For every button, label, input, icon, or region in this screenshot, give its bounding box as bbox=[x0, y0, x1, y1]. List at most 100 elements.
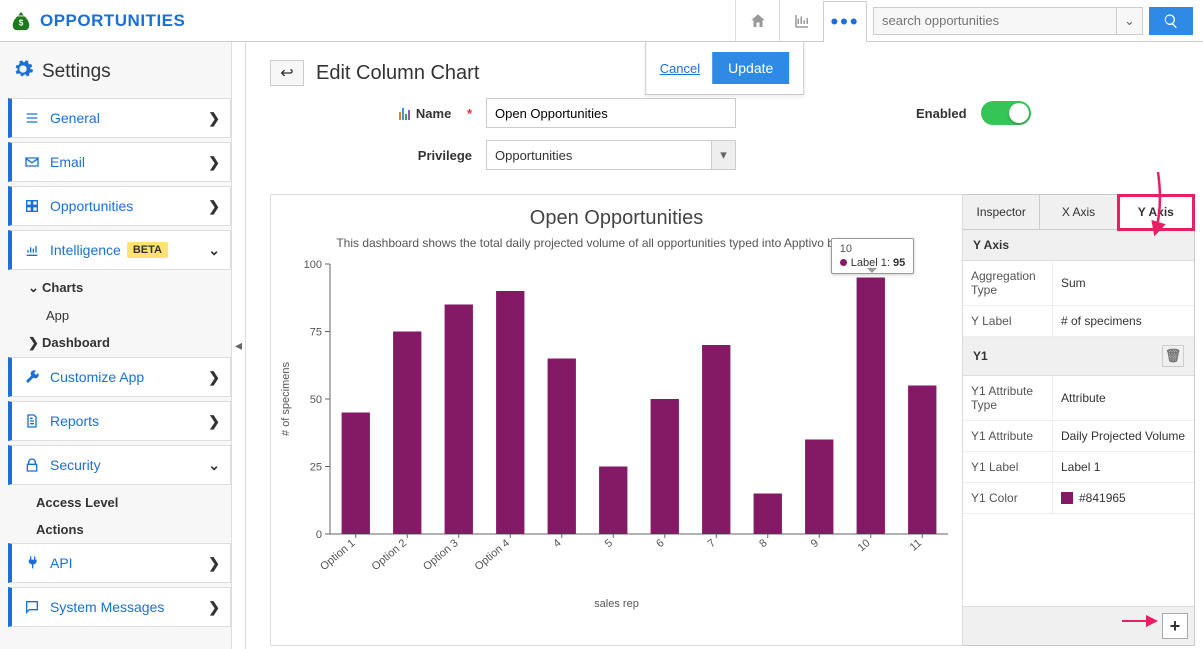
y1color-key: Y1 Color bbox=[963, 483, 1053, 513]
y1attr-key: Y1 Attribute bbox=[963, 421, 1053, 451]
y1attr-value[interactable]: Daily Projected Volume bbox=[1053, 421, 1194, 451]
form-area: Name * Enabled Privilege Opportunities ▾ bbox=[246, 98, 1203, 194]
svg-text:Option 3: Option 3 bbox=[421, 537, 461, 573]
topbar-right: ••• ⌄ bbox=[735, 0, 1193, 41]
sidebar-item-intelligence[interactable]: Intelligence BETA ⌄ bbox=[8, 230, 231, 270]
svg-text:8: 8 bbox=[757, 537, 769, 550]
list-icon bbox=[24, 110, 42, 126]
enabled-toggle[interactable] bbox=[981, 101, 1031, 125]
sidebar-item-security[interactable]: Security ⌄ bbox=[8, 445, 231, 485]
chevron-down-icon: ⌄ bbox=[208, 242, 220, 259]
y1color-value[interactable]: #841965 bbox=[1053, 483, 1194, 513]
svg-text:9: 9 bbox=[809, 537, 821, 550]
inspector-tabs: Inspector X Axis Y Axis bbox=[963, 195, 1194, 230]
svg-text:25: 25 bbox=[310, 462, 322, 474]
search-button[interactable] bbox=[1149, 7, 1193, 35]
brand: $ OPPORTUNITIES bbox=[10, 10, 230, 32]
trash-icon[interactable]: 🗑 bbox=[1162, 345, 1184, 367]
chart-svg-wrap: 0255075100Option 1Option 2Option 3Option… bbox=[275, 254, 958, 594]
agg-type-value[interactable]: Sum bbox=[1053, 261, 1194, 305]
y1-section-head: Y1🗑 bbox=[963, 337, 1194, 376]
svg-text:100: 100 bbox=[304, 259, 322, 271]
add-series-button[interactable]: + bbox=[1162, 613, 1188, 639]
svg-text:11: 11 bbox=[908, 537, 924, 554]
name-input[interactable] bbox=[486, 98, 736, 128]
chevron-down-icon: ▾ bbox=[711, 141, 735, 169]
settings-heading: Settings bbox=[8, 50, 231, 98]
annotation-arrow-icon bbox=[1122, 615, 1162, 627]
sidebar-item-label: System Messages bbox=[50, 599, 164, 615]
svg-text:Option 4: Option 4 bbox=[473, 537, 513, 573]
sidebar-item-label: Security bbox=[50, 457, 101, 473]
svg-text:Option 1: Option 1 bbox=[318, 537, 358, 573]
report-icon bbox=[24, 413, 42, 429]
svg-text:5: 5 bbox=[603, 537, 615, 550]
sidebar-item-label: Reports bbox=[50, 413, 99, 429]
tab-yaxis[interactable]: Y Axis bbox=[1118, 195, 1194, 230]
chevron-right-icon: ❯ bbox=[208, 154, 220, 171]
tooltip-value: 95 bbox=[893, 257, 905, 269]
chevron-right-icon: ❯ bbox=[208, 369, 220, 386]
svg-text:$: $ bbox=[19, 18, 24, 27]
lock-icon bbox=[24, 457, 42, 473]
svg-text:7: 7 bbox=[706, 537, 718, 550]
ylabel-value[interactable]: # of specimens bbox=[1053, 306, 1194, 336]
sidebar-item-reports[interactable]: Reports ❯ bbox=[8, 401, 231, 441]
search-input[interactable] bbox=[874, 13, 1116, 28]
chevron-right-icon: ❯ bbox=[208, 599, 220, 616]
action-strip: Cancel Update bbox=[645, 42, 805, 95]
tooltip-series: Label 1 bbox=[851, 257, 887, 269]
chevron-right-icon: ❯ bbox=[208, 110, 220, 127]
moneybag-icon: $ bbox=[10, 10, 32, 32]
y1attrtype-value[interactable]: Attribute bbox=[1053, 376, 1194, 420]
message-icon bbox=[24, 599, 42, 615]
sidebar-item-sysmsg[interactable]: System Messages ❯ bbox=[8, 587, 231, 627]
name-label: Name * bbox=[326, 106, 486, 121]
wrench-icon bbox=[24, 369, 42, 385]
brand-title: OPPORTUNITIES bbox=[40, 11, 185, 31]
chart-panel: Open Opportunities This dashboard shows … bbox=[270, 194, 963, 646]
tab-xaxis[interactable]: X Axis bbox=[1040, 195, 1117, 230]
sidebar-item-customize[interactable]: Customize App ❯ bbox=[8, 357, 231, 397]
tooltip-dot-icon bbox=[840, 259, 847, 266]
home-icon[interactable] bbox=[735, 0, 779, 41]
svg-text:50: 50 bbox=[310, 394, 322, 406]
y1label-key: Y1 Label bbox=[963, 452, 1053, 482]
sidebar-item-label: General bbox=[50, 110, 100, 126]
back-button[interactable]: ↩ bbox=[270, 60, 304, 86]
y1label-value[interactable]: Label 1 bbox=[1053, 452, 1194, 482]
svg-text:6: 6 bbox=[654, 537, 666, 550]
update-button[interactable]: Update bbox=[712, 52, 789, 84]
ylabel-key: Y Label bbox=[963, 306, 1053, 336]
mail-icon bbox=[24, 154, 42, 170]
privilege-select[interactable]: Opportunities ▾ bbox=[486, 140, 736, 170]
svg-text:Option 2: Option 2 bbox=[370, 537, 410, 573]
cancel-link[interactable]: Cancel bbox=[660, 61, 700, 76]
sidebar-item-email[interactable]: Email ❯ bbox=[8, 142, 231, 182]
search-box: ⌄ bbox=[873, 7, 1143, 35]
inspector-panel: Inspector X Axis Y Axis Y Axis Aggregati… bbox=[963, 194, 1195, 646]
chart-xlabel: sales rep bbox=[275, 598, 958, 610]
sidebar-collapse-handle[interactable]: ◂ bbox=[232, 42, 246, 649]
topbar: $ OPPORTUNITIES ••• ⌄ bbox=[0, 0, 1203, 42]
y1attrtype-key: Y1 Attribute Type bbox=[963, 376, 1053, 420]
sidebar-item-general[interactable]: General ❯ bbox=[8, 98, 231, 138]
svg-text:# of specimens: # of specimens bbox=[280, 362, 292, 436]
sidebar-sub-app[interactable]: App bbox=[8, 302, 231, 329]
back-arrow-icon: ↩ bbox=[280, 63, 293, 83]
sidebar-item-opportunities[interactable]: Opportunities ❯ bbox=[8, 186, 231, 226]
chevron-down-icon: ⌄ bbox=[208, 457, 220, 474]
sidebar-item-api[interactable]: API ❯ bbox=[8, 543, 231, 583]
sidebar-item-label: Email bbox=[50, 154, 85, 170]
page-title: Edit Column Chart bbox=[316, 62, 479, 85]
agg-type-key: Aggregation Type bbox=[963, 261, 1053, 305]
tab-inspector[interactable]: Inspector bbox=[963, 195, 1040, 230]
sidebar-sub-actions[interactable]: Actions bbox=[8, 516, 231, 543]
search-dropdown[interactable]: ⌄ bbox=[1116, 8, 1142, 34]
grid-icon bbox=[24, 198, 42, 214]
chart-icon[interactable] bbox=[779, 0, 823, 41]
sidebar-sub-charts[interactable]: ⌄Charts bbox=[8, 274, 231, 302]
sidebar-sub-dashboard[interactable]: ❯Dashboard bbox=[8, 329, 231, 357]
more-icon[interactable]: ••• bbox=[823, 1, 867, 42]
sidebar-sub-access[interactable]: Access Level bbox=[8, 489, 231, 516]
